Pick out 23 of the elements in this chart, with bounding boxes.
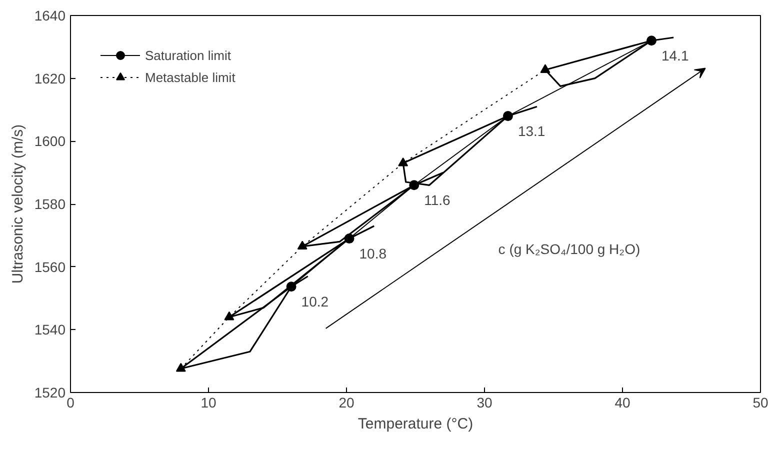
x-tick-label: 50	[752, 394, 768, 410]
annotation: c (g K₂SO₄/100 g H₂O)	[498, 240, 640, 257]
legend-label: Saturation limit	[145, 48, 231, 62]
x-tick-label: 20	[338, 394, 354, 410]
annotation: 13.1	[518, 123, 546, 140]
legend-label: Metastable limit	[145, 70, 236, 84]
annotation: 10.8	[359, 246, 387, 262]
y-tick-label: 1640	[34, 8, 66, 24]
x-tick-label: 30	[476, 394, 492, 410]
annotation: 11.6	[424, 192, 451, 208]
y-tick-label: 1620	[34, 70, 66, 86]
annotation: 14.1	[661, 48, 689, 64]
y-tick-label: 1580	[34, 196, 66, 212]
y-tick-label: 1560	[34, 258, 66, 275]
y-tick-label: 1600	[34, 133, 66, 150]
x-tick-label: 10	[200, 394, 216, 410]
x-tick-label: 0	[66, 394, 75, 410]
y-tick-label: 1540	[34, 322, 66, 338]
annotation: 10.2	[301, 294, 329, 310]
x-tick-label: 40	[614, 394, 630, 410]
y-axis-title: Ultrasonic velocity (m/s)	[9, 124, 26, 284]
x-axis-title: Temperature (°C)	[358, 416, 474, 432]
y-tick-label: 1520	[34, 384, 66, 400]
